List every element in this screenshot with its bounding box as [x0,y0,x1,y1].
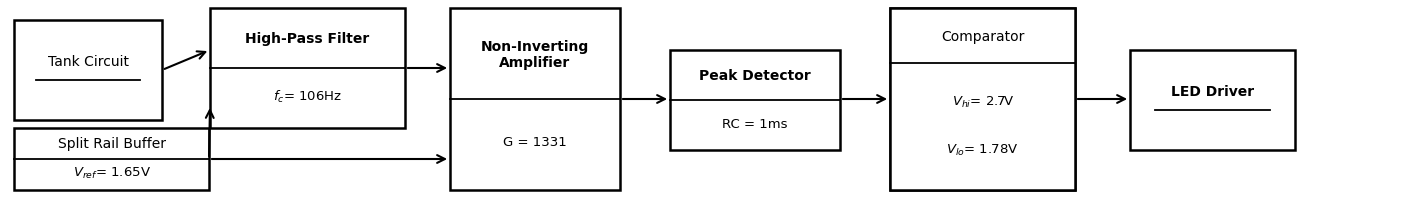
Text: LED Driver: LED Driver [1170,85,1254,99]
Text: $V_{lo}$= 1.78V: $V_{lo}$= 1.78V [947,142,1019,158]
Bar [1129,50,1295,150]
Text: $f_c$= 106Hz: $f_c$= 106Hz [273,89,341,105]
Bar [451,8,621,190]
Text: Peak Detector: Peak Detector [699,69,811,83]
Bar [14,20,162,120]
Bar [890,8,1076,190]
Text: G = 1331: G = 1331 [503,136,567,149]
Bar [210,8,405,128]
Text: $V_{hi}$= 2.7V: $V_{hi}$= 2.7V [952,95,1013,110]
Text: $V_{ref}$= 1.65V: $V_{ref}$= 1.65V [72,166,150,181]
Text: Tank Circuit: Tank Circuit [48,55,129,69]
Bar [14,128,208,190]
Text: Non-Inverting
Amplifier: Non-Inverting Amplifier [480,40,589,70]
Text: High-Pass Filter: High-Pass Filter [245,32,370,46]
Bar [670,50,840,150]
Bar [890,8,1076,190]
Text: RC = 1ms: RC = 1ms [723,117,788,130]
Text: Split Rail Buffer: Split Rail Buffer [58,137,166,151]
Text: Comparator: Comparator [941,30,1024,44]
